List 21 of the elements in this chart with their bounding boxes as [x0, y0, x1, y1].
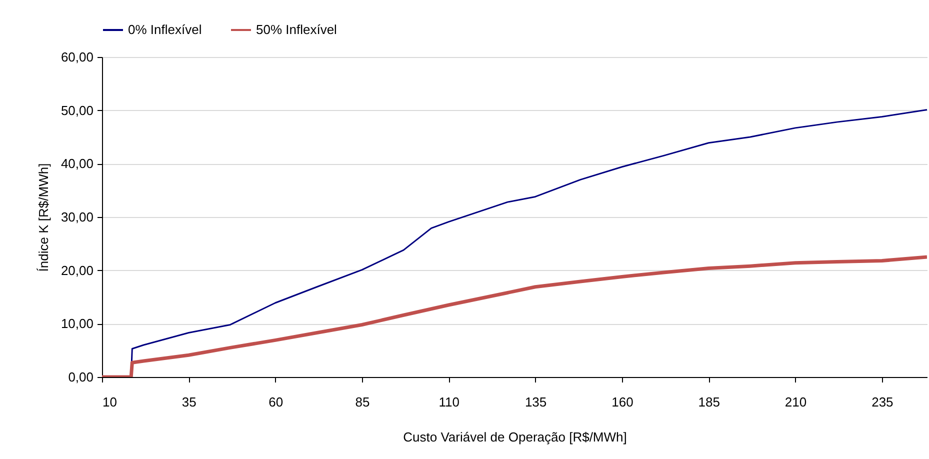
x-tick-label: 235 — [872, 394, 894, 410]
x-tick-label: 135 — [524, 394, 547, 410]
y-tick-label: 50,00 — [60, 102, 94, 118]
y-tick-label: 20,00 — [60, 262, 94, 278]
x-tick-label: 35 — [182, 394, 196, 410]
x-tick-label: 110 — [438, 394, 460, 410]
legend-label: 50% Inflexível — [256, 22, 338, 37]
y-tick-label: 30,00 — [60, 210, 94, 224]
x-tick-label: 85 — [355, 394, 370, 410]
x-axis-title: Custo Variável de Operação [R$/MWh] — [403, 430, 627, 444]
legend-label: 0% Inflexível — [128, 22, 202, 37]
y-tick-label: 60,00 — [60, 50, 94, 64]
x-tick-label: 60 — [268, 394, 284, 410]
y-axis-title: Índice K [R$/MWh] — [36, 163, 51, 272]
x-tick-label: 185 — [698, 394, 720, 410]
x-tick-label: 160 — [612, 394, 634, 410]
y-tick-label: 0,00 — [68, 370, 94, 384]
y-tick-label: 10,00 — [60, 316, 94, 332]
y-tick-label: 40,00 — [60, 156, 94, 172]
x-tick-label: 10 — [102, 394, 117, 410]
x-tick-label: 210 — [784, 394, 807, 410]
